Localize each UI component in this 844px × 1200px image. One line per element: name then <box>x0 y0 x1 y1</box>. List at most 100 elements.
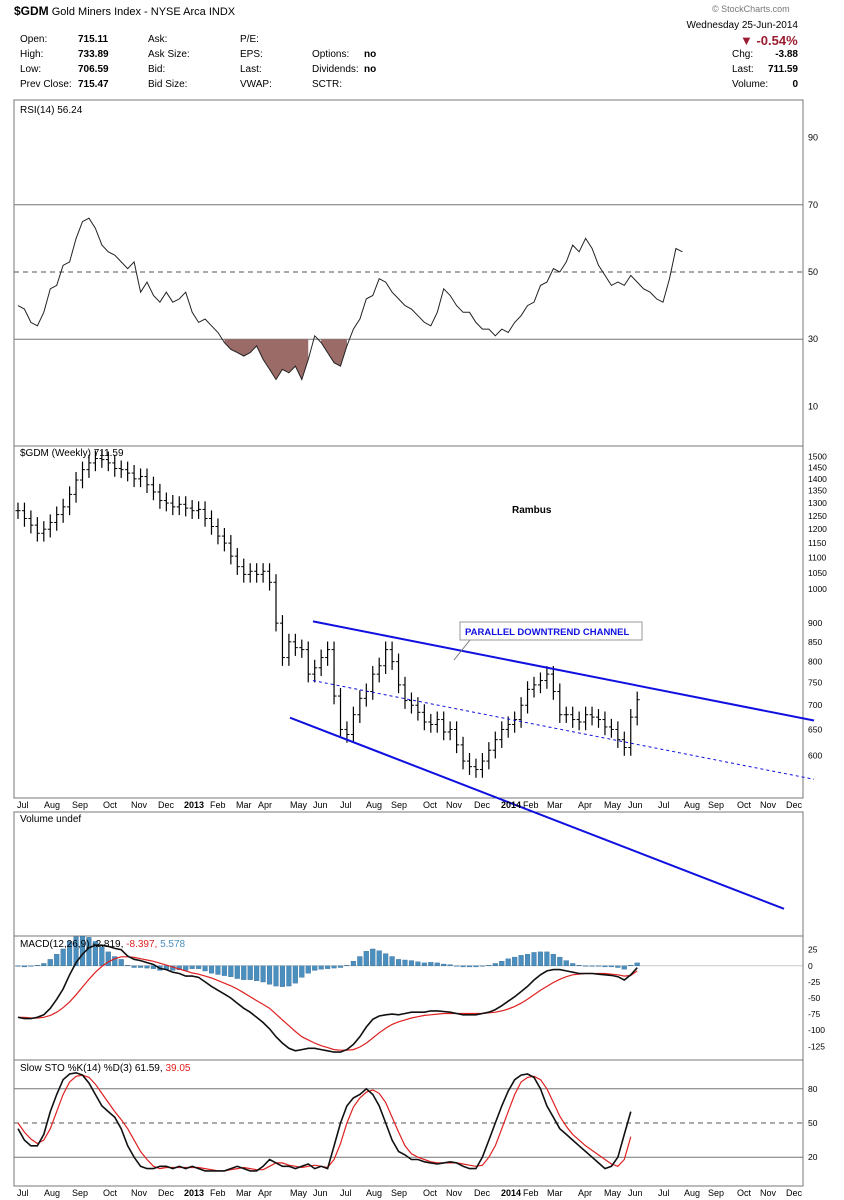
price-y-tick-label: 900 <box>808 618 822 628</box>
price-panel-frame <box>13 445 804 799</box>
x-axis-label: Jul <box>658 800 670 810</box>
x-axis-label: Nov <box>131 800 148 810</box>
macd-y-tick-label: -25 <box>808 977 821 987</box>
sto-title-part-1: 61.59, <box>135 1063 166 1074</box>
price-y-tick-label: 1350 <box>808 486 827 496</box>
bottom-x-axis-label: Nov <box>131 1188 148 1198</box>
macd-histogram-bar <box>628 965 634 966</box>
macd-histogram-bar <box>589 965 595 967</box>
bottom-x-axis-label: Dec <box>474 1188 491 1198</box>
macd-histogram-bar <box>337 965 344 968</box>
macd-histogram-bar <box>325 965 331 969</box>
price-y-tick-label: 700 <box>808 700 822 710</box>
bottom-x-axis-label: Apr <box>578 1188 592 1198</box>
macd-panel-frame <box>13 935 804 1061</box>
macd-signal-line <box>18 956 638 1051</box>
sto-title-part-0: Slow STO %K(14) %D(3) <box>20 1063 135 1074</box>
macd-histogram-bar <box>299 965 305 978</box>
quote-mid-label: Ask Size: <box>148 49 190 60</box>
bottom-x-axis-label: Nov <box>760 1188 777 1198</box>
price-y-tick-label: 1400 <box>808 474 827 484</box>
macd-line <box>17 944 638 1053</box>
x-axis-label: Feb <box>210 800 226 810</box>
macd-histogram-bar <box>305 965 311 974</box>
x-axis-label: Sep <box>391 800 407 810</box>
macd-histogram-bar <box>395 959 402 966</box>
quote-left-value: 715.11 <box>78 34 109 45</box>
quote-far-label: Chg: <box>732 49 754 60</box>
macd-histogram-bar <box>247 965 253 980</box>
bottom-x-axis-label: Jul <box>658 1188 670 1198</box>
macd-histogram-bar <box>408 960 414 966</box>
macd-histogram-bar <box>595 965 602 967</box>
macd-histogram-bar <box>512 956 518 966</box>
macd-histogram-bar <box>460 965 466 968</box>
symbol: $GDM <box>14 4 49 18</box>
bottom-x-axis-label: Oct <box>103 1188 118 1198</box>
x-axis-label: Oct <box>423 800 438 810</box>
rsi-y-tick-label: 30 <box>808 334 818 344</box>
quote-left-label: Open: <box>20 34 48 45</box>
bottom-x-axis-label: Sep <box>72 1188 88 1198</box>
macd-title-part-0: MACD(12,26,9) <box>20 939 92 950</box>
quote-mid-label: Ask: <box>148 34 168 45</box>
macd-histogram-bar <box>86 937 92 966</box>
macd-histogram-bar <box>312 965 318 971</box>
x-axis-label: Sep <box>72 800 88 810</box>
rsi-title: RSI(14) 56.24 <box>20 105 83 116</box>
sto-title-part-2: 39.05 <box>165 1063 190 1074</box>
volume-panel-frame <box>13 811 804 937</box>
bottom-x-axis-label: Dec <box>158 1188 175 1198</box>
macd-histogram-bar <box>415 961 421 966</box>
x-axis-label: Dec <box>474 800 491 810</box>
bottom-x-axis-label: Jul <box>17 1188 29 1198</box>
macd-histogram-bar <box>537 951 543 966</box>
macd-histogram-bar <box>28 965 34 967</box>
price-y-tick-label: 800 <box>808 657 822 667</box>
watermark: © StockCharts.com <box>712 4 790 14</box>
bottom-x-axis-label: Mar <box>236 1188 252 1198</box>
x-axis-label: Dec <box>786 800 803 810</box>
macd-histogram-bar <box>260 965 266 983</box>
macd-histogram-bar <box>221 965 227 976</box>
x-axis-label: 2014 <box>501 800 521 810</box>
quote-mid2-label: Last: <box>240 64 262 75</box>
macd-histogram-bar <box>150 965 157 969</box>
bottom-x-axis-label: Sep <box>708 1188 724 1198</box>
bottom-x-axis-label: May <box>290 1188 308 1198</box>
macd-histogram-bar <box>215 965 221 975</box>
quote-right-value: no <box>364 49 377 60</box>
quote-left-label: Prev Close: <box>20 79 72 90</box>
macd-histogram-bar <box>550 954 556 966</box>
x-axis-label: Mar <box>236 800 252 810</box>
price-y-tick-label: 750 <box>808 678 822 688</box>
macd-histogram-bar <box>608 965 614 968</box>
annotation-label: PARALLEL DOWNTREND CHANNEL <box>465 627 630 638</box>
macd-histogram-bar <box>615 965 621 968</box>
quote-left-value: 715.47 <box>78 79 109 90</box>
quote-right-label: Options: <box>312 49 350 60</box>
quote-far-value: 711.59 <box>767 64 798 75</box>
macd-y-tick-label: -50 <box>808 993 821 1003</box>
macd-histogram-bar <box>428 962 434 966</box>
macd-histogram-bar <box>331 965 337 969</box>
bottom-x-axis-label: Aug <box>366 1188 382 1198</box>
macd-histogram-bar <box>234 965 240 979</box>
macd-histogram-bar <box>486 965 492 966</box>
x-axis-label: Nov <box>760 800 777 810</box>
rsi-y-tick-label: 70 <box>808 200 818 210</box>
bottom-x-axis-label: Feb <box>523 1188 539 1198</box>
bottom-x-axis-label: Sep <box>391 1188 407 1198</box>
macd-histogram-bar <box>137 965 144 968</box>
annotation-box <box>459 621 643 641</box>
bottom-x-axis-label: 2014 <box>501 1188 521 1198</box>
macd-histogram-bar <box>266 965 273 985</box>
macd-title: MACD(12,26,9) -2.819, -8.397, 5.578 <box>20 939 186 950</box>
macd-histogram-bar <box>557 956 563 966</box>
bottom-x-axis-label: Oct <box>737 1188 752 1198</box>
macd-histogram-bar <box>570 963 576 966</box>
macd-histogram-bar <box>112 956 118 966</box>
bottom-x-axis-label: Apr <box>258 1188 272 1198</box>
index-name: Gold Miners Index - NYSE Arca INDX <box>51 6 236 18</box>
